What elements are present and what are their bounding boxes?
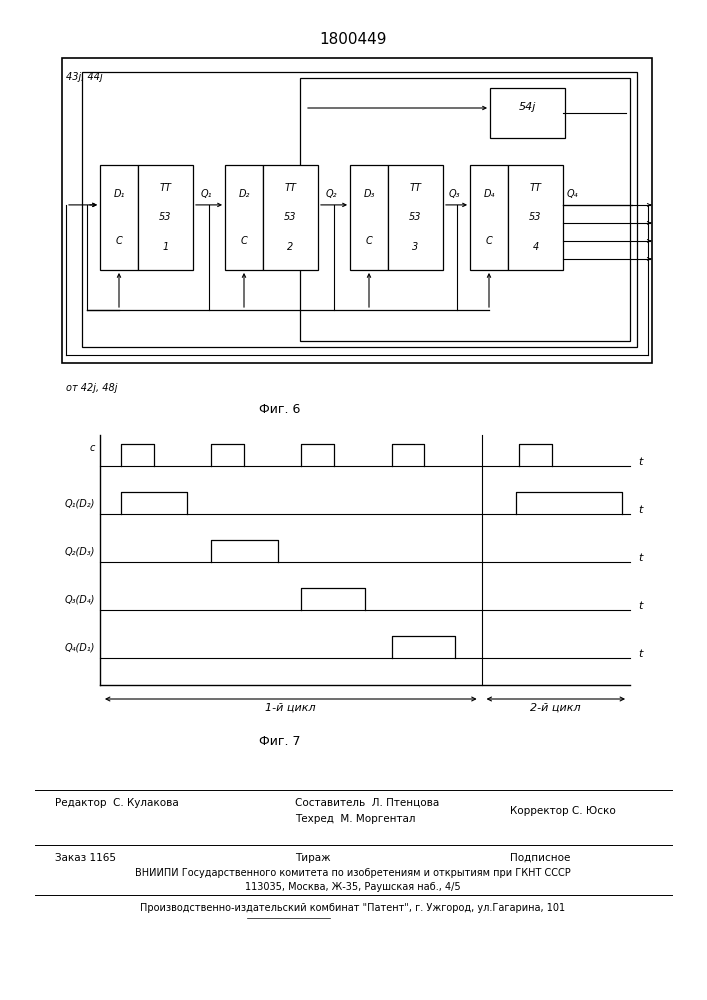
Text: 1: 1 <box>163 242 169 252</box>
Text: TT: TT <box>160 183 172 193</box>
Text: C: C <box>116 236 122 246</box>
Text: Фиг. 7: Фиг. 7 <box>259 735 300 748</box>
Text: Q₄: Q₄ <box>567 189 578 199</box>
Text: 113035, Москва, Ж-35, Раушская наб., 4/5: 113035, Москва, Ж-35, Раушская наб., 4/5 <box>245 882 461 892</box>
Text: Производственно-издательский комбинат "Патент", г. Ужгород, ул.Гагарина, 101: Производственно-издательский комбинат "П… <box>141 903 566 913</box>
Text: C: C <box>486 236 492 246</box>
Bar <box>82 72 637 347</box>
Text: c: c <box>90 443 95 453</box>
Text: Q₁(D₂): Q₁(D₂) <box>64 498 95 508</box>
Text: C: C <box>240 236 247 246</box>
Text: ВНИИПИ Государственного комитета по изобретениям и открытиям при ГКНТ СССР: ВНИИПИ Государственного комитета по изоб… <box>135 868 571 878</box>
Text: Заказ 1165: Заказ 1165 <box>55 853 116 863</box>
Text: 53: 53 <box>409 213 422 223</box>
Text: t: t <box>638 457 643 467</box>
Bar <box>350 165 388 270</box>
Text: Техред  М. Моргентал: Техред М. Моргентал <box>295 814 416 824</box>
Text: TT: TT <box>284 183 296 193</box>
Text: t: t <box>638 601 643 611</box>
Text: TT: TT <box>530 183 542 193</box>
Text: C: C <box>366 236 373 246</box>
Text: D₃: D₃ <box>363 189 375 199</box>
Text: Подписное: Подписное <box>510 853 571 863</box>
Text: t: t <box>638 505 643 515</box>
Text: TT: TT <box>409 183 421 193</box>
Text: t: t <box>638 553 643 563</box>
Bar <box>388 165 443 270</box>
Bar <box>100 165 138 270</box>
Text: 1-й цикл: 1-й цикл <box>266 703 316 713</box>
Text: Q₁: Q₁ <box>201 189 213 199</box>
Text: 53: 53 <box>284 213 297 223</box>
Text: Тираж: Тираж <box>295 853 331 863</box>
Text: 3: 3 <box>412 242 419 252</box>
Text: Корректор С. Юско: Корректор С. Юско <box>510 806 616 816</box>
Text: 2-й цикл: 2-й цикл <box>530 703 581 713</box>
Bar <box>263 165 318 270</box>
Bar <box>62 58 652 363</box>
Text: Q₂: Q₂ <box>326 189 337 199</box>
Bar <box>470 165 508 270</box>
Text: Q₄(D₁): Q₄(D₁) <box>64 642 95 652</box>
Text: D₄: D₄ <box>484 189 495 199</box>
Text: Q₂(D₃): Q₂(D₃) <box>64 546 95 556</box>
Text: Фиг. 6: Фиг. 6 <box>259 403 300 416</box>
Text: 1800449: 1800449 <box>320 32 387 47</box>
Bar <box>225 165 263 270</box>
Text: 2: 2 <box>287 242 293 252</box>
Text: 54j: 54j <box>519 102 536 112</box>
Text: Q₃(D₄): Q₃(D₄) <box>64 594 95 604</box>
Text: Редактор  С. Кулакова: Редактор С. Кулакова <box>55 798 179 808</box>
Bar <box>300 78 630 341</box>
Bar <box>490 88 565 138</box>
Text: 53: 53 <box>530 213 542 223</box>
Text: 43j, 44j: 43j, 44j <box>66 72 103 82</box>
Text: Составитель  Л. Птенцова: Составитель Л. Птенцова <box>295 798 439 808</box>
Text: D₂: D₂ <box>238 189 250 199</box>
Bar <box>508 165 563 270</box>
Text: Q₃: Q₃ <box>448 189 460 199</box>
Text: t: t <box>638 649 643 659</box>
Text: от 42j, 48j: от 42j, 48j <box>66 383 117 393</box>
Text: 4: 4 <box>532 242 539 252</box>
Text: D₁: D₁ <box>113 189 124 199</box>
Bar <box>138 165 193 270</box>
Text: 53: 53 <box>159 213 172 223</box>
